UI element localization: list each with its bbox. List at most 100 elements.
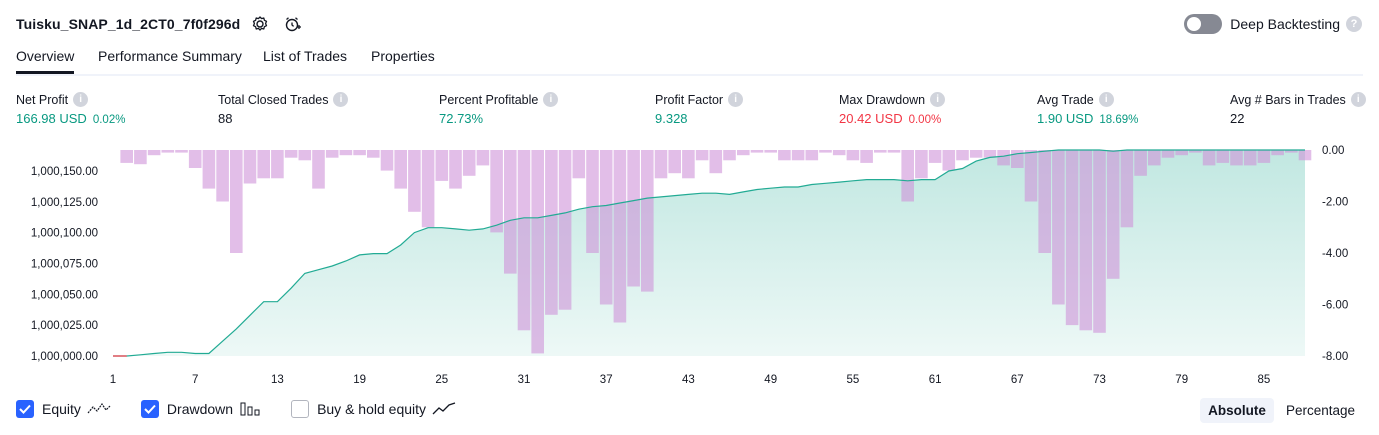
drawdown-bar [353,150,366,156]
help-icon[interactable]: ? [1346,16,1362,32]
strategy-header: Tuisku_SNAP_1d_2CT0_7f0f296d [16,12,304,36]
drawdown-bar [243,150,257,184]
x-tick: 85 [1258,374,1271,386]
info-icon[interactable]: i [543,92,559,107]
buyhold-line-icon [432,402,456,415]
info-icon[interactable]: i [930,92,946,107]
drawdown-bar [271,150,284,179]
chart-legend: Equity Drawdown Buy & hold equity [16,400,486,418]
legend-buy-hold[interactable]: Buy & hold equity [291,400,456,418]
drawdown-bar [216,150,229,202]
metric-total-closed-trades: Total Closed Trades i 88 [218,92,349,126]
drawdown-bar [791,150,805,161]
x-tick: 49 [764,374,777,386]
drawdown-bar [257,150,270,179]
drawdown-bar [887,150,901,153]
drawdown-bar [750,150,764,153]
drawdown-bar [983,150,997,158]
tab-list-of-trades[interactable]: List of Trades [263,48,348,64]
info-icon[interactable]: i [73,92,89,107]
drawdown-bar [531,150,544,354]
drawdown-bar [1106,150,1120,279]
absolute-button[interactable]: Absolute [1200,398,1274,423]
drawdown-bar [394,150,407,189]
y-tick-right: -4.00 [1322,248,1348,260]
drawdown-bar [956,150,969,161]
drawdown-bar [120,150,133,163]
info-icon[interactable]: i [1098,92,1114,107]
drawdown-bar [1052,150,1065,305]
drawdown-bar [805,150,819,161]
tab-performance-summary[interactable]: Performance Summary [98,48,242,64]
drawdown-bar [969,150,983,158]
drawdown-bar [134,150,147,165]
y-tick-left: 1,000,025.00 [31,320,98,332]
drawdown-bar [408,150,421,212]
drawdown-bar [1065,150,1079,326]
drawdown-bar [1079,150,1093,331]
equity-checkbox[interactable] [16,400,34,418]
drawdown-bar [695,150,709,161]
legend-drawdown[interactable]: Drawdown [140,400,261,418]
drawdown-bar [1202,150,1216,166]
equity-drawdown-chart: 1,000,000.00 1,000,025.00 1,000,050.00 1,00… [31,145,1348,386]
deep-backtesting-label: Deep Backtesting [1230,16,1340,32]
drawdown-bar [1257,150,1271,163]
drawdown-bar [188,150,202,168]
legend-equity[interactable]: Equity [16,400,111,418]
tab-properties[interactable]: Properties [371,48,435,64]
drawdown-bar [421,150,435,228]
metric-label: Total Closed Trades [218,92,329,107]
drawdown-bar [147,150,161,156]
drawdown-bar [1285,150,1298,153]
drawdown-bar [572,150,586,179]
x-tick: 31 [518,374,531,386]
metric-percent: 0.00% [908,114,942,126]
drawdown-bar [860,150,873,163]
buyhold-checkbox[interactable] [291,400,310,418]
drawdown-bar [654,150,668,179]
metric-value: 20.42 USD [839,111,903,126]
tab-overview[interactable]: Overview [16,48,75,74]
x-tick: 61 [929,374,942,386]
deep-backtesting-toggle[interactable] [1184,14,1223,34]
add-alert-icon[interactable] [280,12,304,36]
drawdown-bar [1134,150,1147,176]
buyhold-label: Buy & hold equity [317,401,427,417]
info-icon[interactable]: i [728,92,744,107]
y-tick-right: -2.00 [1322,197,1348,209]
x-tick: 37 [600,374,613,386]
drawdown-bar [846,150,860,161]
metric-max-drawdown: Max Drawdown i 20.42 USD 0.00% [839,92,946,126]
strategy-title: Tuisku_SNAP_1d_2CT0_7f0f296d [16,16,241,32]
x-tick: 55 [847,374,860,386]
percentage-button[interactable]: Percentage [1285,403,1355,418]
drawdown-bar [764,150,777,153]
settings-icon[interactable] [248,12,272,36]
metric-percent: 18.69% [1099,114,1139,126]
y-tick-right: -8.00 [1322,351,1348,363]
drawdown-bars-icon [240,402,260,416]
y-tick-left: 1,000,075.00 [31,259,98,271]
metric-label: Avg Trade [1037,92,1094,107]
info-icon[interactable]: i [1350,92,1366,107]
drawdown-bar [449,150,462,189]
drawdown-bar [1243,150,1257,166]
drawdown-bar [202,150,216,189]
drawdown-checkbox[interactable] [140,400,159,418]
drawdown-bar [161,150,175,153]
info-icon[interactable]: i [333,92,349,107]
tab-bar: Overview Performance Summary List of Tra… [16,44,1363,76]
drawdown-bar [613,150,627,323]
x-tick: 13 [271,374,284,386]
x-tick: 7 [192,374,198,386]
drawdown-bar [1120,150,1134,228]
metric-net-profit: Net Profit i 166.98 USD 0.02% [16,92,125,126]
drawdown-bar [1216,150,1230,163]
drawdown-bar [462,150,476,176]
metric-value: 9.328 [655,111,688,126]
drawdown-label: Drawdown [166,401,234,417]
drawdown-bar [723,150,736,161]
metric-avg-bars-in-trades: Avg # Bars in Trades i 22 [1230,92,1366,126]
drawdown-bar [435,150,449,181]
